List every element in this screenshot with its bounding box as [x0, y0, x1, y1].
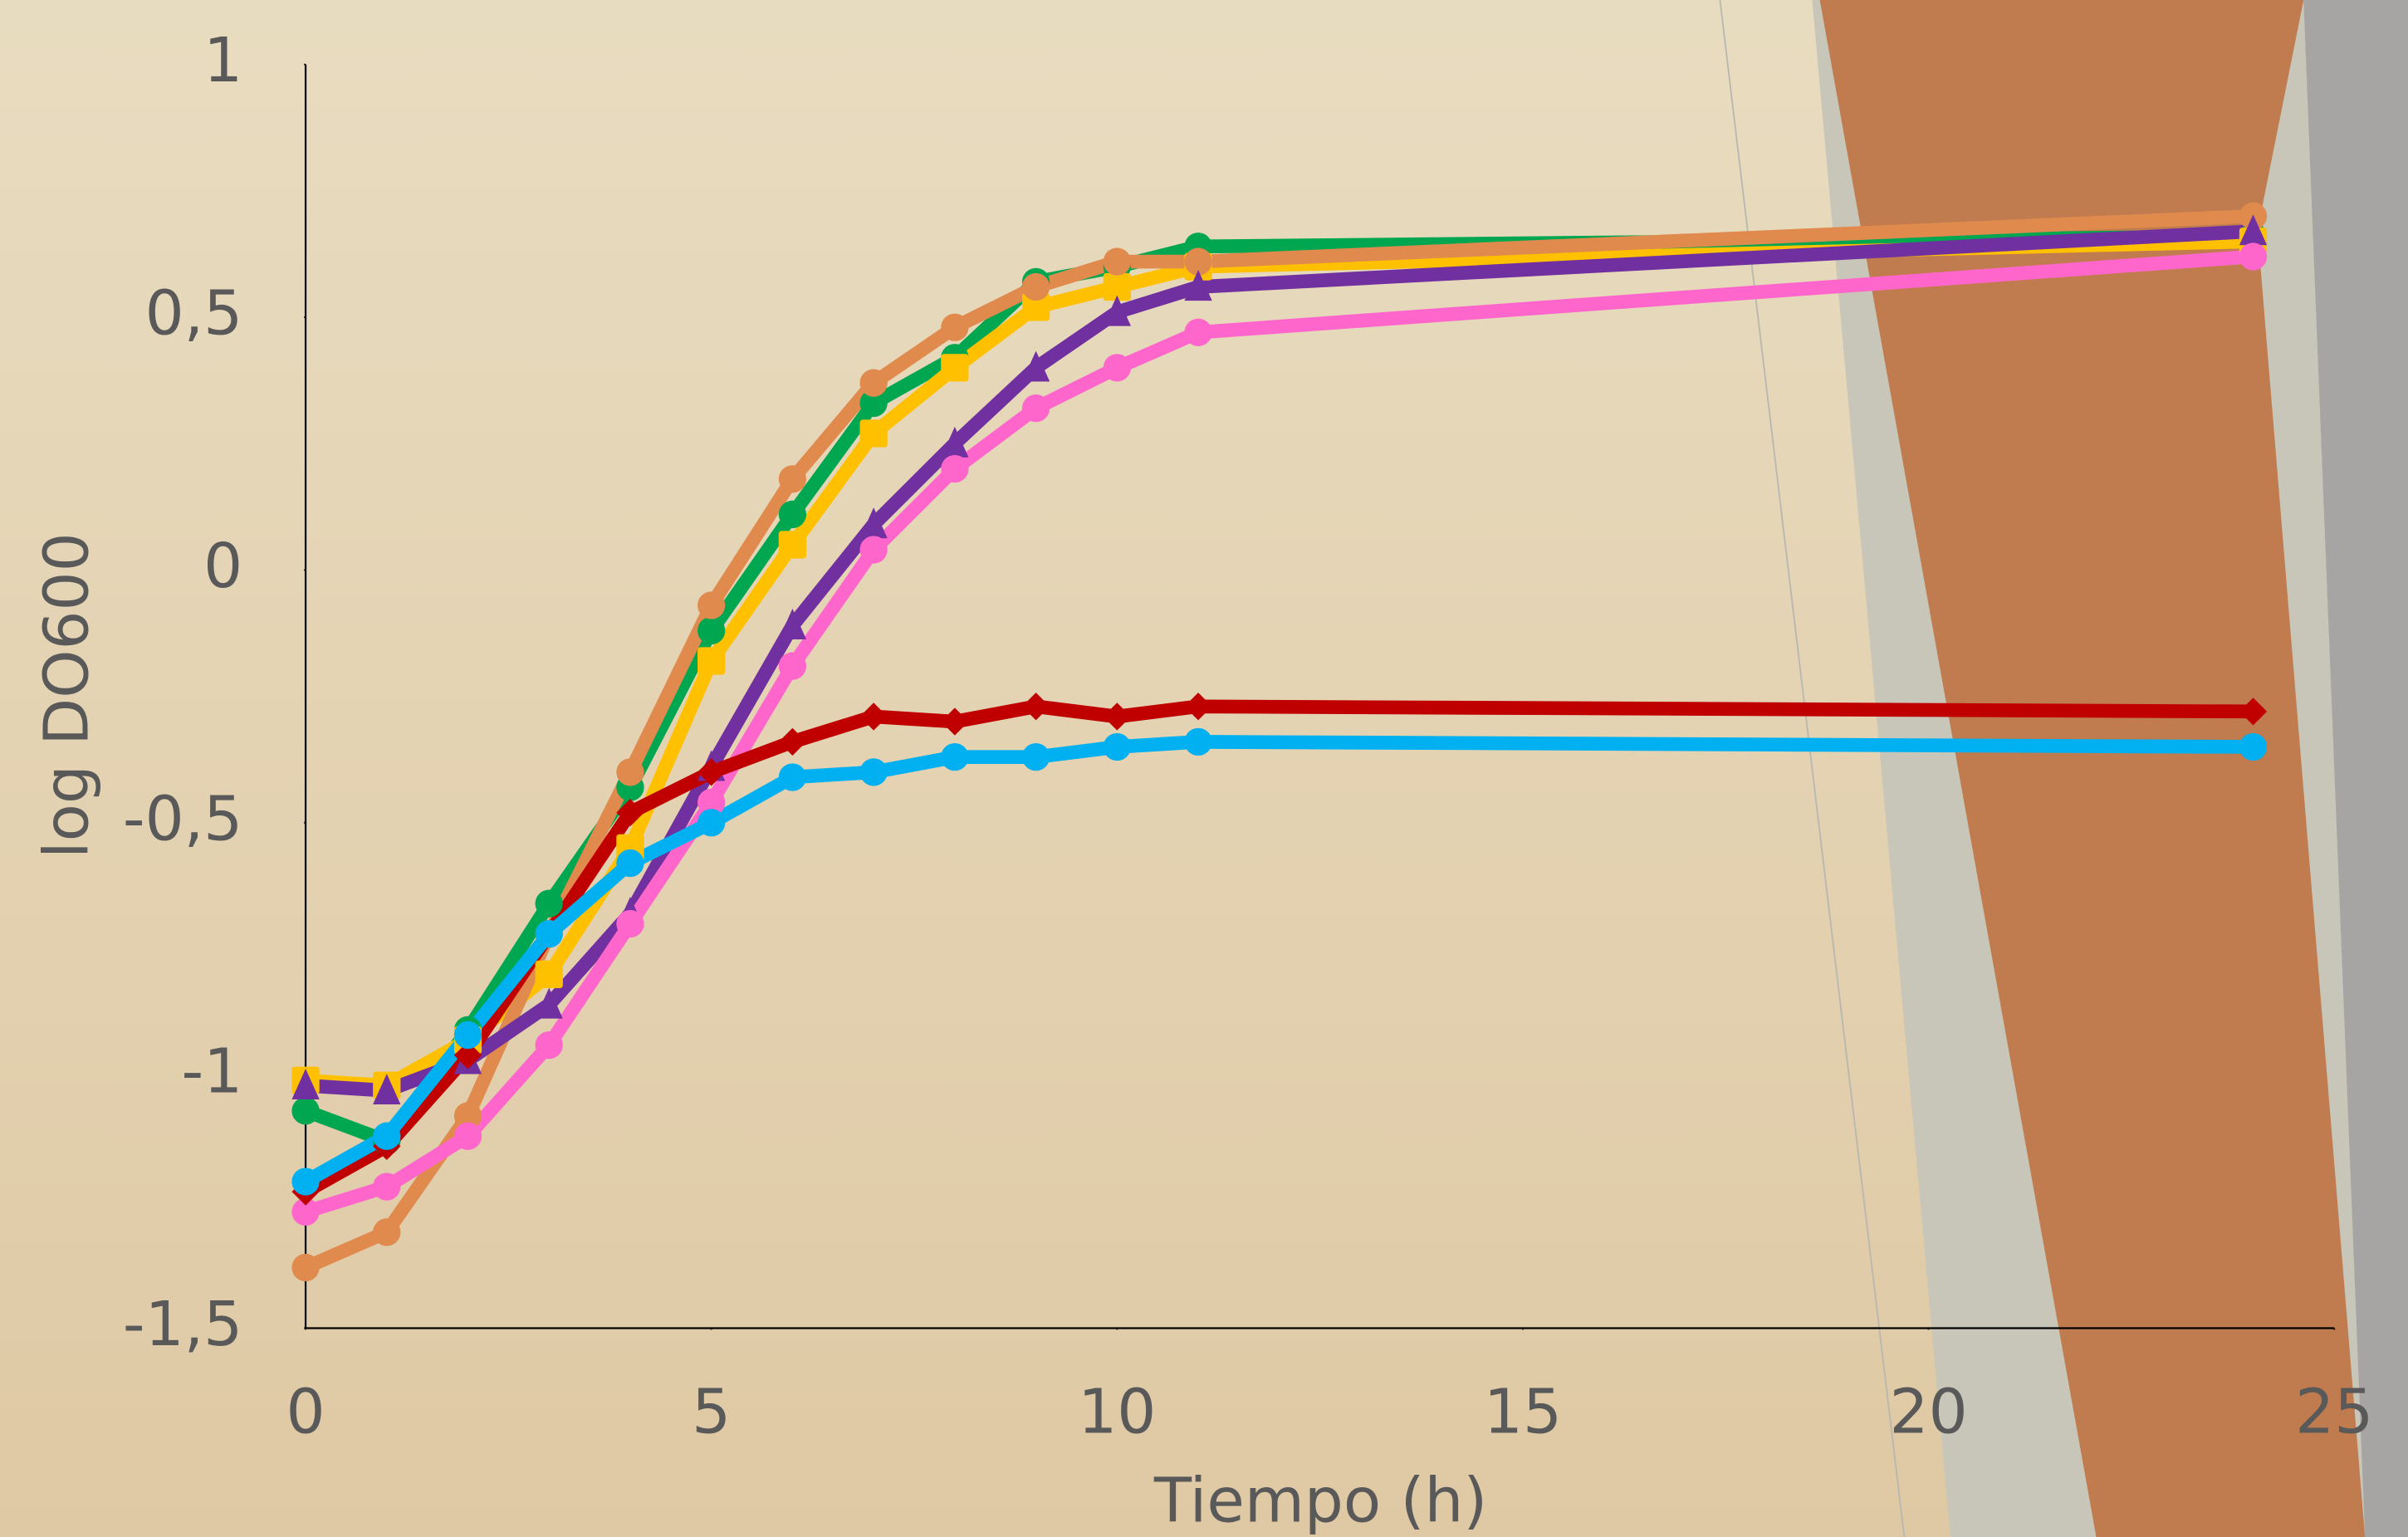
marker	[453, 1102, 482, 1130]
marker	[616, 798, 644, 827]
marker	[1021, 293, 1050, 321]
y-tick-label: -0,5	[123, 783, 242, 854]
marker	[1184, 247, 1212, 276]
marker	[2239, 214, 2268, 246]
marker	[535, 987, 563, 1019]
marker	[291, 1197, 320, 1226]
marker	[2239, 698, 2268, 726]
marker	[778, 531, 807, 559]
y-axis-title: log DO600	[32, 532, 103, 859]
marker	[373, 1074, 401, 1105]
marker	[859, 507, 888, 539]
marker	[1103, 272, 1131, 301]
marker	[1184, 318, 1212, 346]
marker	[697, 591, 726, 619]
marker	[453, 1041, 482, 1070]
marker	[697, 809, 726, 837]
marker	[1184, 727, 1212, 756]
marker	[941, 313, 969, 341]
marker	[941, 742, 969, 771]
marker	[859, 536, 888, 564]
marker	[291, 1068, 320, 1099]
marker	[778, 652, 807, 680]
marker	[535, 889, 563, 918]
marker	[941, 707, 969, 736]
decor-brown	[1819, 0, 2366, 1537]
marker	[1184, 270, 1212, 301]
marker	[291, 1253, 320, 1282]
marker	[2239, 732, 2268, 761]
marker	[616, 909, 644, 938]
marker	[2239, 242, 2268, 271]
y-tick-label: 1	[203, 25, 242, 96]
marker	[1103, 247, 1131, 276]
y-tick-label: -1	[181, 1036, 242, 1108]
marker	[373, 1218, 401, 1246]
marker	[1103, 295, 1131, 326]
marker	[697, 788, 726, 817]
marker	[1021, 394, 1050, 423]
marker	[373, 1122, 401, 1150]
y-tick-label: 0,5	[145, 278, 243, 350]
marker	[1021, 272, 1050, 301]
marker	[616, 758, 644, 786]
marker	[616, 849, 644, 878]
marker	[941, 426, 969, 458]
x-tick-label: 25	[2295, 1376, 2373, 1447]
marker	[373, 1172, 401, 1201]
marker	[941, 455, 969, 483]
marker	[535, 1030, 563, 1060]
y-tick-label: 0	[203, 531, 242, 602]
marker	[697, 616, 726, 645]
x-tick-label: 20	[1890, 1376, 1968, 1447]
marker	[453, 1021, 482, 1050]
marker	[778, 609, 807, 640]
marker	[778, 465, 807, 493]
marker	[291, 1097, 320, 1125]
marker	[1021, 742, 1050, 771]
x-tick-label: 5	[692, 1376, 731, 1447]
marker	[1184, 693, 1212, 721]
marker	[1103, 732, 1131, 761]
marker	[859, 389, 888, 418]
marker	[1103, 354, 1131, 382]
marker	[535, 960, 563, 989]
x-axis-title: Tiempo (h)	[1153, 1466, 1487, 1537]
x-tick-label: 0	[286, 1376, 325, 1447]
x-tick-label: 10	[1078, 1376, 1156, 1447]
marker	[859, 758, 888, 786]
marker	[291, 1167, 320, 1196]
marker	[778, 763, 807, 791]
decor-gray	[2303, 0, 2408, 1537]
y-tick-label: -1,5	[123, 1289, 242, 1360]
marker	[1021, 350, 1050, 382]
marker	[859, 369, 888, 397]
marker	[941, 354, 969, 382]
marker	[859, 419, 888, 448]
x-tick-label: 15	[1484, 1376, 1562, 1447]
marker	[453, 1122, 482, 1150]
marker	[697, 647, 726, 675]
marker	[535, 920, 563, 948]
marker	[778, 500, 807, 529]
